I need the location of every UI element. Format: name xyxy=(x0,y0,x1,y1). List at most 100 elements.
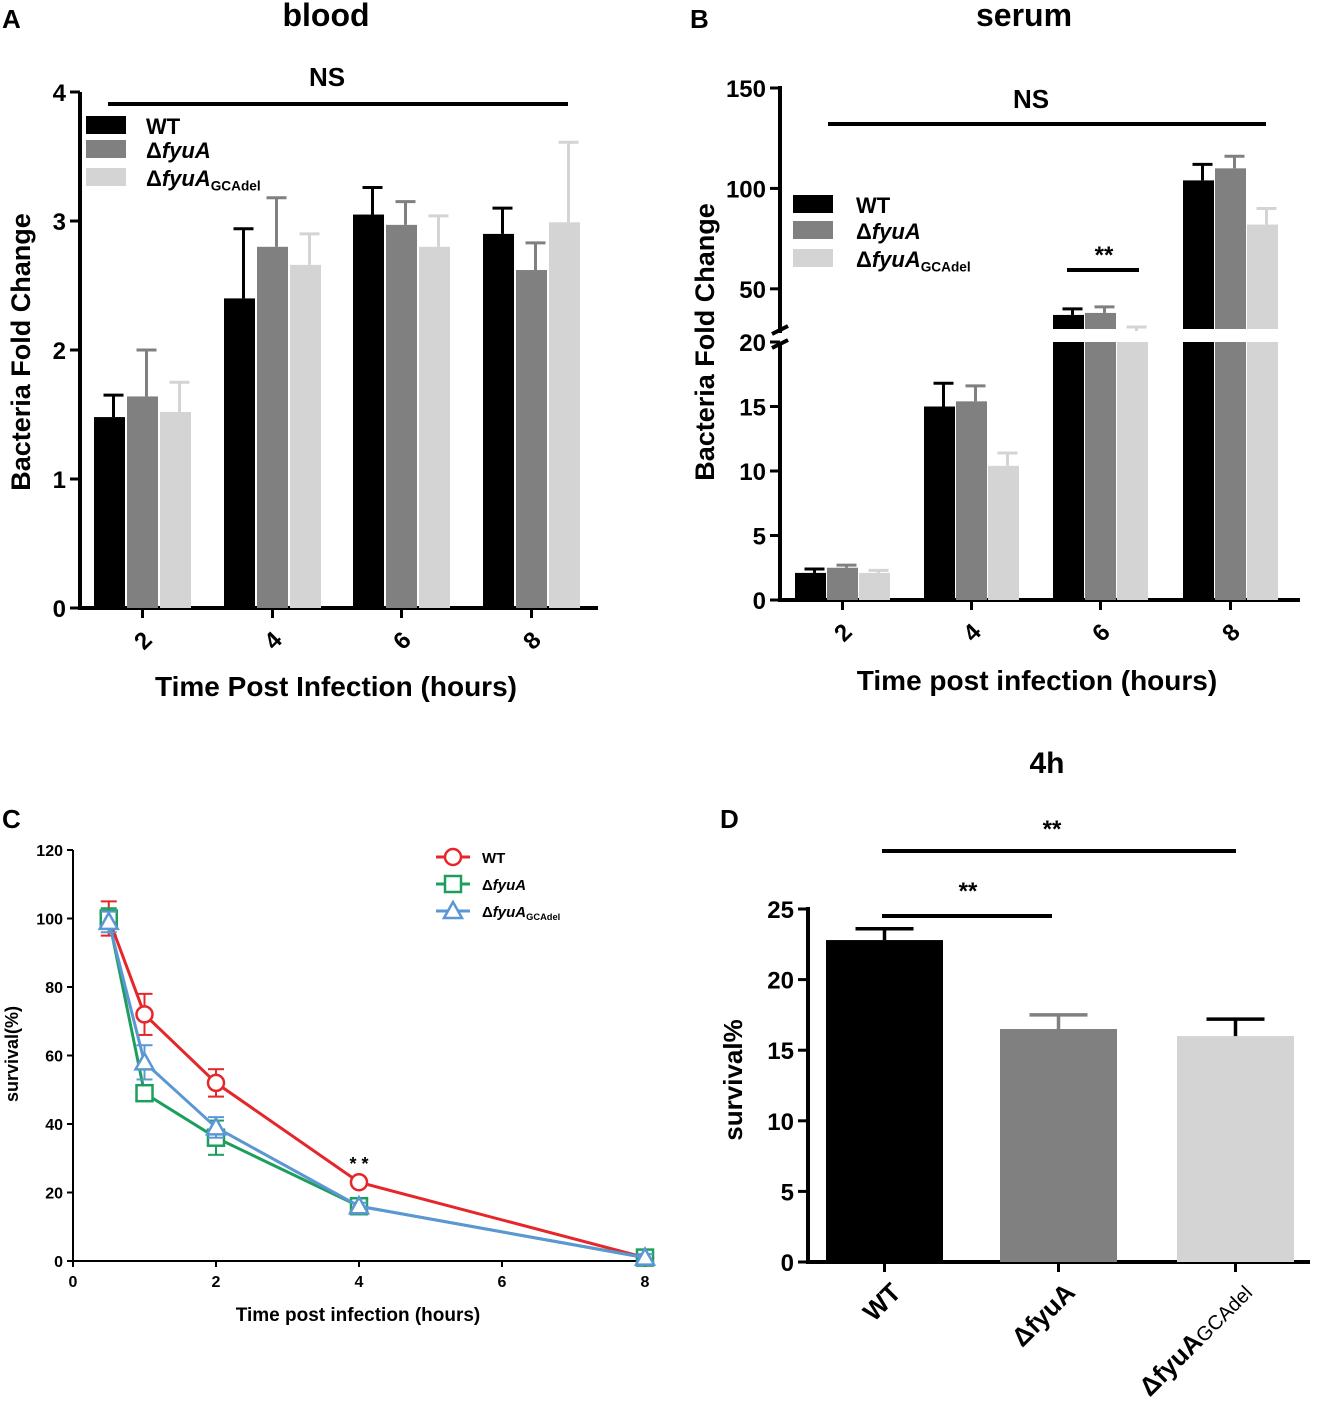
annotation-ns: NS xyxy=(1013,84,1049,114)
bar xyxy=(353,214,384,609)
bar xyxy=(94,417,125,608)
legend-label: ΔfyuA xyxy=(482,877,526,894)
data-point-marker xyxy=(97,910,120,931)
axis-break-mark xyxy=(771,324,789,336)
y-axis-label: Bacteria Fold Change xyxy=(690,203,720,481)
data-point-marker xyxy=(633,1246,657,1266)
bar xyxy=(924,406,955,600)
x-tick-label: 6 xyxy=(1087,619,1116,648)
y-tick-label: 60 xyxy=(45,1049,63,1066)
y-tick-label: 5 xyxy=(753,524,766,551)
legend-marker xyxy=(441,899,465,920)
annotation-ns: NS xyxy=(309,62,345,92)
bar xyxy=(257,246,288,609)
x-tick-label: 0 xyxy=(69,1274,78,1291)
bar-upper-segment xyxy=(1053,314,1084,329)
data-point-marker xyxy=(133,1050,156,1071)
bar xyxy=(549,222,580,609)
axis-break-mark xyxy=(771,338,789,350)
bar xyxy=(795,572,826,600)
legend-marker xyxy=(443,874,463,894)
bar-lower-segment xyxy=(1183,342,1214,600)
bar xyxy=(224,298,255,608)
y-tick-label: 4 xyxy=(53,80,67,107)
legend-swatch xyxy=(793,195,833,213)
x-tick-label: 2 xyxy=(212,1274,221,1291)
bar xyxy=(386,224,417,608)
y-tick-label: 100 xyxy=(36,912,63,929)
bar xyxy=(826,940,943,1262)
legend-marker xyxy=(443,847,463,867)
data-point-marker xyxy=(204,1115,228,1136)
panel-letter-c: C xyxy=(2,804,21,834)
y-tick-label: 5 xyxy=(781,1179,794,1206)
bar xyxy=(859,572,890,600)
y-tick-label: 15 xyxy=(739,395,766,422)
annotation-stars: * * xyxy=(349,1154,368,1174)
y-tick-label: 0 xyxy=(54,1254,63,1271)
y-tick-label: 3 xyxy=(53,209,66,236)
x-tick-label: ΔfyuA xyxy=(1005,1277,1080,1352)
y-tick-label: 0 xyxy=(781,1250,794,1277)
series-line xyxy=(107,918,646,1260)
x-tick-label: 4 xyxy=(355,1274,364,1291)
y-tick-label: 80 xyxy=(45,980,63,997)
annotation-stars: ** xyxy=(1095,242,1114,269)
y-tick-label: 25 xyxy=(767,897,794,924)
series-line xyxy=(107,921,646,1260)
chart-title: 4h xyxy=(1029,747,1064,780)
y-tick-label: 120 xyxy=(36,843,63,860)
x-tick-label: 6 xyxy=(388,627,417,656)
bar-lower-segment xyxy=(1117,342,1148,600)
y-tick-label: 20 xyxy=(767,968,794,995)
bar xyxy=(516,270,547,608)
legend-swatch xyxy=(86,140,126,158)
y-tick-label: 20 xyxy=(739,330,766,357)
panel-d-4h-bar-chart: 4h 0 5 10 15 20 25 WT ΔfyuA ΔfyuAGCAdel ** ** surviv… xyxy=(718,747,1310,1401)
bar xyxy=(419,246,450,609)
legend-swatch xyxy=(86,116,126,134)
y-tick-label: 50 xyxy=(739,277,766,304)
x-tick-label: 2 xyxy=(129,627,158,656)
annotation-stars: ** xyxy=(1043,816,1062,843)
bar xyxy=(956,401,987,600)
panel-letter-a: A xyxy=(2,4,21,34)
legend-label: ΔfyuAGCAdel xyxy=(482,904,560,922)
x-tick-label: ΔfyuAGCAdel xyxy=(1133,1277,1258,1401)
bar-lower-segment xyxy=(1247,342,1278,600)
legend-label: ΔfyuAGCAdel xyxy=(146,166,261,193)
y-tick-label: 2 xyxy=(53,338,66,365)
y-tick-label: 0 xyxy=(753,588,766,615)
x-tick-label: 8 xyxy=(518,627,547,656)
bar xyxy=(290,264,321,608)
series-line xyxy=(107,917,646,1260)
bar-lower-segment xyxy=(1053,342,1084,600)
bar xyxy=(160,411,191,608)
chart-title: blood xyxy=(282,0,369,33)
y-tick-label: 10 xyxy=(767,1109,794,1136)
bar-upper-segment xyxy=(1215,168,1246,329)
y-tick-label: 150 xyxy=(726,76,766,103)
bar xyxy=(1177,1036,1294,1262)
legend-swatch xyxy=(793,221,833,239)
data-point-marker xyxy=(135,1005,154,1024)
panel-letter-d: D xyxy=(720,804,739,834)
bar xyxy=(1000,1029,1117,1262)
legend-label: WT xyxy=(482,850,505,867)
y-tick-label: 0 xyxy=(53,596,66,623)
data-point-marker xyxy=(349,1172,369,1192)
x-tick-label: 4 xyxy=(958,618,987,647)
x-axis-label: Time post infection (hours) xyxy=(236,1305,481,1326)
x-tick-label: WT xyxy=(857,1277,907,1327)
legend-label: WT xyxy=(856,193,891,218)
data-point-marker xyxy=(347,1194,371,1215)
y-tick-label: 100 xyxy=(726,176,766,203)
y-axis-label: Bacteria Fold Change xyxy=(6,213,36,491)
x-axis-label: Time post infection (hours) xyxy=(857,665,1217,696)
bar-lower-segment xyxy=(1215,342,1246,600)
bar xyxy=(483,233,514,608)
y-tick-label: 1 xyxy=(53,467,66,494)
x-tick-label: 4 xyxy=(259,626,288,655)
